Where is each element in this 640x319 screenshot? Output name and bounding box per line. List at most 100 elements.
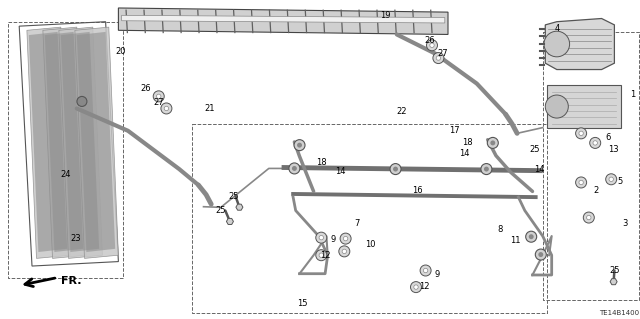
Circle shape xyxy=(426,40,438,51)
Text: 18: 18 xyxy=(316,158,326,167)
Text: 20: 20 xyxy=(115,47,125,56)
Text: 21: 21 xyxy=(205,104,215,113)
Circle shape xyxy=(579,131,583,136)
Polygon shape xyxy=(77,32,115,252)
Polygon shape xyxy=(29,32,67,252)
Polygon shape xyxy=(610,278,617,285)
Text: 22: 22 xyxy=(397,107,407,115)
Circle shape xyxy=(342,249,346,254)
Circle shape xyxy=(575,177,587,188)
Circle shape xyxy=(153,91,164,102)
Circle shape xyxy=(538,252,543,257)
Circle shape xyxy=(529,234,534,239)
Text: 24: 24 xyxy=(60,170,70,179)
Circle shape xyxy=(424,268,428,273)
Text: 18: 18 xyxy=(462,138,472,147)
Text: 17: 17 xyxy=(449,126,460,135)
Text: 8: 8 xyxy=(498,225,503,234)
Circle shape xyxy=(545,95,568,118)
Text: 13: 13 xyxy=(608,145,618,154)
Text: 16: 16 xyxy=(412,186,422,195)
Text: 12: 12 xyxy=(320,251,330,260)
Circle shape xyxy=(430,43,434,48)
Text: 14: 14 xyxy=(459,149,469,158)
Circle shape xyxy=(587,215,591,220)
Circle shape xyxy=(316,232,327,243)
Text: 14: 14 xyxy=(335,167,346,176)
Text: 25: 25 xyxy=(529,145,540,154)
Polygon shape xyxy=(59,27,102,258)
Polygon shape xyxy=(75,27,118,258)
Circle shape xyxy=(593,141,597,145)
Circle shape xyxy=(292,166,297,171)
Circle shape xyxy=(289,163,300,174)
Circle shape xyxy=(583,212,595,223)
Circle shape xyxy=(294,140,305,151)
Circle shape xyxy=(525,231,537,242)
Text: 6: 6 xyxy=(605,133,611,142)
Text: 19: 19 xyxy=(380,11,390,20)
Text: 14: 14 xyxy=(534,165,545,174)
Text: 11: 11 xyxy=(510,236,520,245)
Text: 4: 4 xyxy=(554,24,559,33)
Circle shape xyxy=(535,249,547,260)
Text: 2: 2 xyxy=(594,186,599,195)
Circle shape xyxy=(487,137,499,148)
Circle shape xyxy=(316,250,327,261)
Circle shape xyxy=(481,164,492,174)
Circle shape xyxy=(77,96,87,107)
Text: 12: 12 xyxy=(419,282,429,291)
Text: 23: 23 xyxy=(70,234,81,243)
Circle shape xyxy=(605,174,617,185)
Polygon shape xyxy=(227,219,234,225)
Circle shape xyxy=(414,285,418,289)
Polygon shape xyxy=(236,204,243,210)
Text: 3: 3 xyxy=(623,219,628,228)
Text: 25: 25 xyxy=(228,192,239,201)
Text: 27: 27 xyxy=(438,49,448,58)
Text: 9: 9 xyxy=(435,271,440,279)
Text: 25: 25 xyxy=(216,206,226,215)
Circle shape xyxy=(340,233,351,244)
Polygon shape xyxy=(45,32,83,252)
Circle shape xyxy=(297,143,302,148)
Circle shape xyxy=(579,180,583,185)
Circle shape xyxy=(544,31,570,57)
Polygon shape xyxy=(27,27,70,258)
Polygon shape xyxy=(118,8,448,34)
Circle shape xyxy=(575,128,587,139)
Polygon shape xyxy=(545,19,614,70)
Circle shape xyxy=(339,246,350,257)
Text: 26: 26 xyxy=(141,84,151,93)
Circle shape xyxy=(319,253,323,257)
Circle shape xyxy=(490,140,495,145)
Circle shape xyxy=(420,265,431,276)
Text: 27: 27 xyxy=(154,98,164,107)
Text: 15: 15 xyxy=(297,299,307,308)
Circle shape xyxy=(390,164,401,174)
Circle shape xyxy=(344,236,348,241)
Circle shape xyxy=(410,282,422,293)
Circle shape xyxy=(393,167,398,172)
Text: TE14B1400: TE14B1400 xyxy=(598,310,639,316)
Circle shape xyxy=(609,177,613,182)
Text: 7: 7 xyxy=(355,219,360,228)
Polygon shape xyxy=(43,27,86,258)
Circle shape xyxy=(433,53,444,63)
Circle shape xyxy=(164,106,168,111)
Circle shape xyxy=(157,94,161,99)
Polygon shape xyxy=(61,32,99,252)
Text: 5: 5 xyxy=(617,177,622,186)
Polygon shape xyxy=(122,15,445,23)
Text: 10: 10 xyxy=(365,241,375,249)
Text: 9: 9 xyxy=(330,235,335,244)
Text: 25: 25 xyxy=(609,266,620,275)
Circle shape xyxy=(589,137,601,148)
Polygon shape xyxy=(547,85,621,128)
Circle shape xyxy=(436,56,440,60)
Text: 26: 26 xyxy=(425,36,435,45)
Text: 1: 1 xyxy=(630,90,635,99)
Circle shape xyxy=(484,167,489,172)
Circle shape xyxy=(319,235,323,240)
Text: FR.: FR. xyxy=(61,276,81,286)
